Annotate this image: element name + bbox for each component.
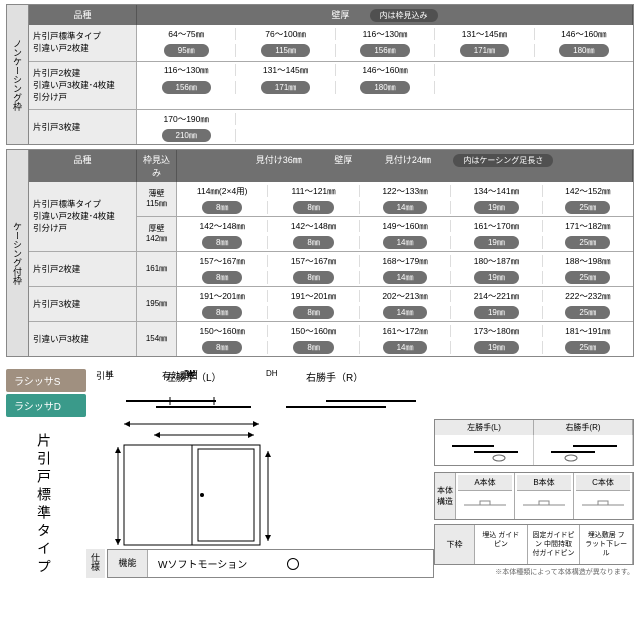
vlabel-1: ノンケーシング枠 [7,5,29,144]
orientation-right-icon [534,435,633,465]
diagram-section: ラシッサS ラシッサD 片引戸標準タイプ 左勝手（L） 右勝手（R） 有効開口 … [6,369,634,591]
tag-rashissa-s: ラシッサS [6,369,86,392]
table-row: 片引戸標準タイプ引違い戸2枚建64～75㎜76～100㎜116～130㎜131～… [29,25,633,61]
table-row: 片引戸3枚建195㎜191～201㎜191～201㎜202～213㎜214～22… [29,286,633,321]
mini-orientation-table: 左勝手(L)右勝手(R) [434,419,634,466]
table-row: 片引戸標準タイプ引違い戸2枚建･4枚建引分け戸薄壁115㎜114㎜(2×4用)1… [29,182,633,251]
table-nonkeishing: ノンケーシング枠 品種 壁厚内は枠見込み 片引戸標準タイプ引違い戸2枚建64～7… [6,4,634,145]
structure-table: 本体 構造 A本体 B本体 C本体 [434,472,634,519]
table-keishing: ケーシング付枠 品種 枠見込み 見付け36㎜ 壁厚 見付け24㎜ 内はケーシング… [6,149,634,357]
circle-icon [287,558,299,570]
orientation-left-icon [435,435,534,465]
vlabel-2: ケーシング付枠 [7,150,29,356]
table-row: 片引戸3枚建170～190㎜210㎜ [29,109,633,144]
tag-rashissa-d: ラシッサD [6,394,86,417]
door-diagram: 左勝手（L） 右勝手（R） 有効開口 引手 W DW [86,369,434,549]
header-2: 品種 枠見込み 見付け36㎜ 壁厚 見付け24㎜ 内はケーシング足長さ [29,150,633,182]
rail-table: 下枠 埋込 ガイドピン 固定ガイドピン 中間持取付ガイドピン 埋込敷居 フラット… [434,524,634,565]
table-row: 引違い戸3枚建154㎜150～160㎜150～160㎜161～172㎜173～1… [29,321,633,356]
table-row: 片引戸2枚建引違い戸3枚建･4枚建引分け戸116～130㎜131～145㎜146… [29,61,633,110]
spec-label: 仕様 [86,549,105,578]
type-title: 片引戸標準タイプ [6,419,82,591]
header-1: 品種 壁厚内は枠見込み [29,5,633,25]
table-row: 片引戸2枚建161㎜157～167㎜157～167㎜168～179㎜180～18… [29,251,633,286]
footnote: ※本体種類によって本体構造が異なります。 [434,567,634,577]
